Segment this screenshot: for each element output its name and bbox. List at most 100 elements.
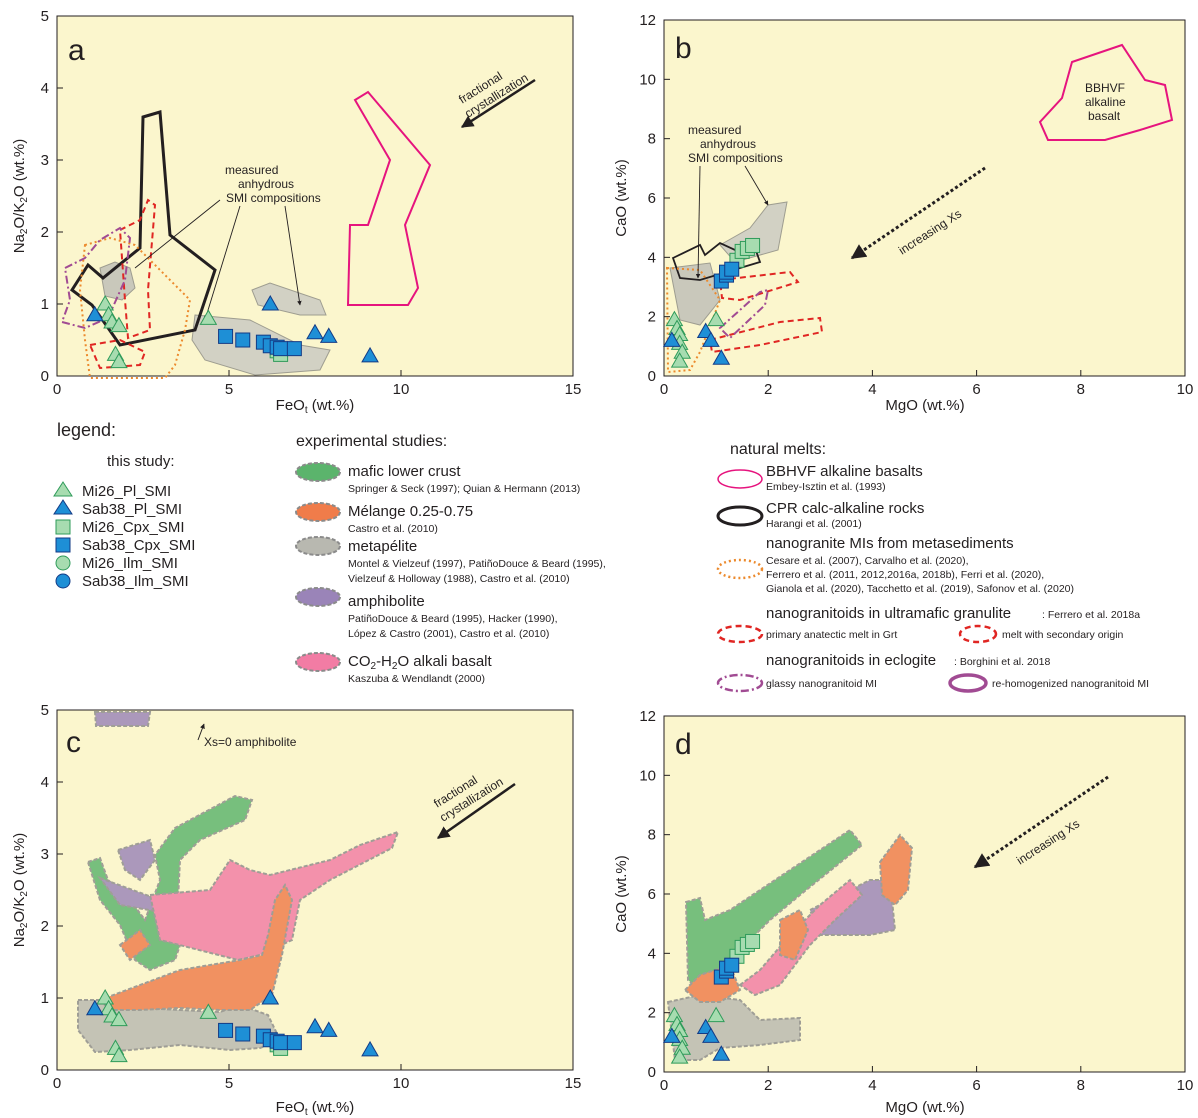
panel-a-points (85, 294, 379, 369)
panel-a-axes: 0 5 10 15 0 1 2 3 4 5 (41, 8, 582, 398)
data-point-sab38-pl-smi (85, 305, 104, 322)
panel-b-bbhvf-field (1038, 43, 1174, 141)
x-tick-label: 4 (868, 1077, 876, 1094)
panel-c-pink-field (148, 830, 400, 962)
panel-d-points (662, 933, 761, 1064)
legend-nat-ultra-ref: : Ferrero et al. 2018a (1042, 609, 1140, 621)
data-point-mi26-pl-smi (96, 294, 115, 311)
legend-exp-1-ref-0: Castro et al. (2010) (348, 523, 438, 535)
y-tick-label: 4 (41, 774, 49, 791)
legend-this-study-items: Mi26_Pl_SMI Sab38_Pl_SMI Mi26_Cpx_SMI Sa… (53, 481, 195, 590)
legend-mi26-ilm-symbol (55, 555, 71, 571)
legend-item-1: Sab38_Pl_SMI (82, 501, 182, 518)
legend-item-0: Mi26_Pl_SMI (82, 483, 171, 500)
legend-nat-bbhvf: BBHVF alkaline basalts (766, 463, 923, 480)
panel-b-points (662, 237, 761, 368)
panel-c: fractional crystallization Xs=0 amphibol… (11, 702, 581, 1118)
y-tick-label: 4 (41, 80, 49, 97)
data-point-sab38-pl-smi (319, 1021, 338, 1037)
x-tick-label: 10 (1177, 1077, 1194, 1094)
legend-sab38-cpx-symbol (55, 537, 71, 553)
legend-nat-eclo-ref: : Borghini et al. 2018 (954, 656, 1050, 668)
y-tick-label: 0 (648, 1064, 656, 1081)
x-tick-label: 5 (225, 1075, 233, 1092)
legend-nat-nano-ref-1: Ferrero et al. (2011, 2012,2016a, 2018b)… (766, 569, 1044, 581)
legend-nat-nano-ref-2: Gianola et al. (2020), Tacchetto et al. … (766, 583, 1074, 595)
data-point-sab38-pl-smi (702, 331, 720, 347)
panel-b-letter: b (675, 32, 692, 65)
panel-c-fields (77, 711, 400, 1054)
legend-exp-2-ref-0: Montel & Vielzeuf (1997), PatiñoDouce & … (348, 558, 606, 570)
x-tick-label: 0 (660, 381, 668, 398)
panel-b-plot-area (663, 19, 1186, 377)
panel-c-xs0-arrow (197, 723, 205, 741)
legend-ultra-primary-swatch (716, 624, 764, 644)
y-tick-label: 2 (41, 918, 49, 935)
data-point-sab38-cpx-smi (273, 1035, 289, 1051)
panel-b: increasing Xs measured anhydrous SMI com… (613, 12, 1193, 414)
panel-c-xlabel: FeOt (wt.%) (276, 1099, 355, 1118)
data-point-sab38-pl-smi (712, 349, 731, 365)
panel-a-ylabel: Na2O/K2O (wt.%) (11, 139, 30, 254)
panel-b-smi-label-2: anhydrous (700, 137, 756, 151)
legend-exp-0-main: mafic lower crust (348, 463, 461, 480)
panel-d-melange-field (878, 833, 914, 907)
y-tick-label: 6 (648, 886, 656, 903)
data-point-mi26-pl-smi (110, 352, 128, 369)
legend-nat-cpr-ref: Harangi et al. (2001) (766, 518, 862, 530)
legend-nat-title: natural melts: (730, 441, 826, 458)
legend-exp-1-main: Mélange 0.25-0.75 (348, 503, 473, 520)
legend-eclo-glassy-swatch (716, 673, 764, 693)
data-point-mi26-cpx-smi (745, 237, 761, 253)
data-point-mi26-pl-smi (96, 988, 115, 1005)
panel-a-smi-label-2: anhydrous (238, 177, 294, 191)
panel-b-ylabel: CaO (wt.%) (613, 159, 630, 237)
legend-exp-0-ref-0: Springer & Seck (1997); Quian & Hermann … (348, 483, 580, 495)
panel-a-smi-label-1: measured (225, 163, 278, 177)
data-point-sab38-pl-smi (85, 999, 104, 1016)
data-point-mi26-pl-smi (670, 1048, 689, 1064)
panel-a-smi-pointer-2 (284, 205, 302, 306)
legend-mi26-pl-symbol (53, 481, 73, 497)
panel-c-melange-field (98, 882, 294, 1011)
legend-exp-2-main: metapélite (348, 538, 417, 555)
x-tick-label: 10 (1177, 381, 1194, 398)
legend-nat-ultra-a: primary anatectic melt in Grt (766, 629, 897, 641)
x-tick-label: 10 (393, 381, 410, 398)
data-point-sab38-pl-smi (361, 346, 379, 363)
x-tick-label: 10 (393, 1075, 410, 1092)
legend-sab38-ilm-symbol (55, 573, 71, 589)
data-point-sab38-pl-smi (306, 323, 324, 340)
panel-b-smi-pointer-1 (695, 165, 701, 279)
panel-c-melange-field-2 (118, 928, 152, 962)
panel-d-xs-arrow (973, 775, 1109, 869)
panel-b-eclogite-field (718, 288, 770, 340)
legend-experimental-items: mafic lower crust Springer & Seck (1997)… (295, 462, 606, 685)
x-tick-label: 0 (660, 1077, 668, 1094)
legend-exp-4-ref-0: Kaszuba & Wendlandt (2000) (348, 673, 485, 685)
panel-b-ultramafic-primary (718, 270, 800, 302)
legend-exp-4-main: CO2-H2O alkali basalt (348, 653, 492, 672)
panel-a-frac-arrow (460, 78, 536, 129)
data-point-sab38-cpx-smi (724, 261, 740, 277)
panel-c-points (85, 988, 379, 1063)
y-tick-label: 3 (41, 846, 49, 863)
panel-c-ylabel: Na2O/K2O (wt.%) (11, 833, 30, 948)
data-point-mi26-pl-smi (110, 316, 128, 333)
panel-a: fractional crystallization measured anhy… (11, 8, 581, 416)
x-tick-label: 2 (764, 1077, 772, 1094)
x-tick-label: 8 (1077, 1077, 1085, 1094)
legend-exp-mafic-swatch (295, 462, 341, 482)
data-point-mi26-pl-smi (707, 1006, 725, 1023)
data-point-sab38-cpx-smi (286, 1035, 302, 1051)
panel-d-axes: 0 2 4 6 8 10 0 2 4 6 8 10 12 (639, 708, 1193, 1094)
data-point-sab38-cpx-smi (218, 328, 234, 344)
x-tick-label: 4 (868, 381, 876, 398)
legend-exp-melange-swatch (295, 502, 341, 522)
legend-exp-3-ref-0: PatiñoDouce & Beard (1995), Hacker (1990… (348, 613, 558, 625)
x-tick-label: 15 (565, 381, 582, 398)
legend-item-3: Sab38_Cpx_SMI (82, 537, 195, 554)
legend-item-2: Mi26_Cpx_SMI (82, 519, 185, 536)
y-tick-label: 0 (648, 368, 656, 385)
